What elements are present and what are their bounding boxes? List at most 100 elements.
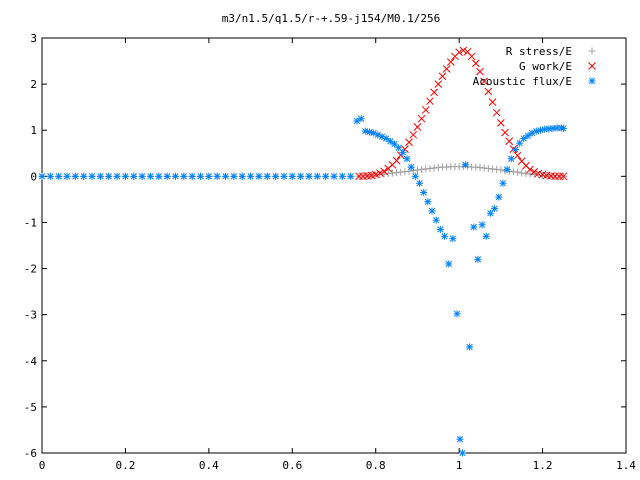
data-point — [453, 310, 461, 318]
data-point — [459, 46, 468, 55]
data-point — [484, 87, 493, 96]
data-point — [436, 225, 444, 233]
data-point — [416, 179, 424, 187]
data-point — [495, 193, 503, 201]
data-point — [446, 58, 455, 66]
data-point — [467, 52, 476, 61]
data-point — [514, 168, 522, 176]
chart-title: m3/n1.5/q1.5/r-+.59-j154/M0.1/256 — [222, 12, 441, 25]
data-point — [188, 172, 196, 180]
data-point — [365, 128, 373, 136]
data-point — [180, 172, 188, 180]
legend-label: Acoustic flux/E — [473, 75, 572, 88]
data-point — [96, 172, 104, 180]
data-point — [471, 59, 480, 68]
data-point — [501, 128, 509, 137]
series-layer — [38, 46, 568, 457]
data-point — [545, 125, 553, 133]
data-point — [88, 172, 96, 180]
data-point — [478, 221, 486, 229]
data-point — [399, 148, 407, 156]
data-point — [455, 48, 463, 57]
data-point — [476, 67, 484, 76]
data-point — [46, 172, 54, 180]
data-point — [530, 167, 539, 176]
series-1 — [355, 46, 568, 181]
data-point — [313, 172, 321, 180]
data-point — [434, 80, 443, 88]
data-point — [409, 130, 418, 139]
data-point — [113, 172, 121, 180]
data-point — [80, 172, 88, 180]
data-point — [497, 118, 505, 127]
data-point — [222, 172, 230, 180]
data-point — [197, 172, 205, 180]
data-point — [421, 106, 430, 114]
data-point — [461, 161, 469, 169]
y-tick-label: 3 — [30, 32, 37, 45]
data-point — [482, 232, 490, 240]
axis-ticks: 0 0.2 0.4 0.6 0.8 1 1.2 1.4 3 2 1 0 -1 -2 -3 -4 -5 -6 — [24, 32, 637, 472]
data-point — [403, 155, 411, 163]
data-point — [405, 138, 413, 147]
data-point — [424, 198, 432, 206]
data-point — [449, 235, 457, 243]
data-point — [288, 172, 296, 180]
data-point — [430, 88, 438, 97]
data-point — [511, 146, 519, 154]
data-point — [426, 97, 434, 106]
data-point — [255, 172, 263, 180]
legend: R stress/E G work/E Acoustic flux/E — [473, 45, 596, 88]
x-tick-label: 1.2 — [533, 459, 553, 472]
data-point — [55, 172, 63, 180]
data-point — [213, 172, 221, 180]
data-point — [488, 98, 497, 106]
data-point — [524, 132, 532, 140]
legend-label: G work/E — [519, 60, 572, 73]
y-tick-label: 0 — [30, 170, 37, 183]
y-tick-label: -6 — [24, 447, 37, 460]
data-point — [491, 205, 499, 213]
data-point — [138, 172, 146, 180]
data-point — [392, 156, 401, 165]
data-point — [146, 172, 154, 180]
data-point — [442, 65, 451, 73]
y-tick-label: -3 — [24, 309, 37, 322]
data-point — [263, 172, 271, 180]
x-tick-label: 1 — [456, 459, 463, 472]
plot-frame — [41, 37, 627, 454]
data-point — [505, 137, 514, 146]
data-point — [411, 172, 419, 180]
x-tick-label: 0 — [39, 459, 46, 472]
data-point — [121, 172, 129, 180]
data-point — [272, 172, 280, 180]
data-point — [458, 449, 466, 457]
data-point — [526, 165, 534, 174]
data-point — [330, 172, 338, 180]
data-point — [428, 207, 436, 215]
data-point — [347, 172, 355, 180]
data-point — [470, 223, 478, 231]
data-point — [438, 72, 447, 81]
data-point — [445, 260, 453, 268]
series-2 — [38, 115, 567, 457]
x-tick-label: 0.8 — [366, 459, 386, 472]
data-point — [305, 172, 313, 180]
data-point — [513, 151, 522, 160]
data-point — [297, 172, 305, 180]
data-point — [559, 124, 567, 132]
y-tick-label: -5 — [24, 401, 37, 414]
data-point — [503, 165, 511, 173]
data-point — [432, 216, 440, 224]
data-point — [407, 163, 415, 171]
x-tick-label: 0.6 — [282, 459, 302, 472]
y-tick-label: -4 — [24, 355, 38, 368]
legend-label: R stress/E — [506, 45, 572, 58]
data-point — [163, 172, 171, 180]
data-point — [386, 137, 394, 145]
data-point — [171, 172, 179, 180]
y-tick-label: 1 — [30, 124, 37, 137]
data-point — [371, 170, 380, 179]
data-point — [516, 139, 524, 147]
data-point — [357, 115, 365, 123]
